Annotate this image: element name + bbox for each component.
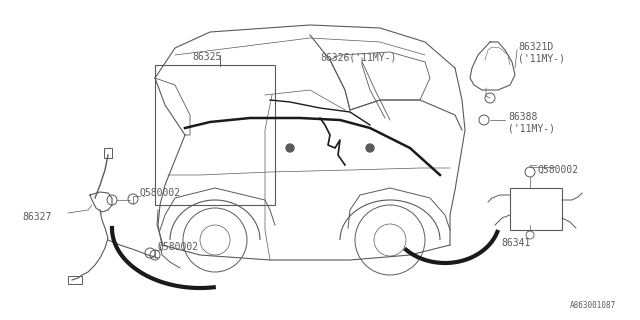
Text: 86321D: 86321D — [518, 42, 553, 52]
Text: 86326('11MY-): 86326('11MY-) — [320, 52, 396, 62]
Text: Q580002: Q580002 — [158, 242, 199, 252]
Circle shape — [366, 144, 374, 152]
Text: Q580002: Q580002 — [140, 188, 181, 198]
Text: 86325: 86325 — [192, 52, 221, 62]
Bar — [68, 276, 82, 284]
Text: Q580002: Q580002 — [538, 165, 579, 175]
Bar — [155, 65, 275, 205]
Text: ('11MY-): ('11MY-) — [518, 53, 565, 63]
Text: A863001087: A863001087 — [570, 301, 616, 310]
Text: 86341: 86341 — [501, 238, 531, 248]
Circle shape — [286, 144, 294, 152]
Text: 86327: 86327 — [22, 212, 51, 222]
Text: 86388: 86388 — [508, 112, 538, 122]
Bar — [104, 148, 112, 158]
Bar — [510, 188, 562, 230]
Text: ('11MY-): ('11MY-) — [508, 123, 555, 133]
